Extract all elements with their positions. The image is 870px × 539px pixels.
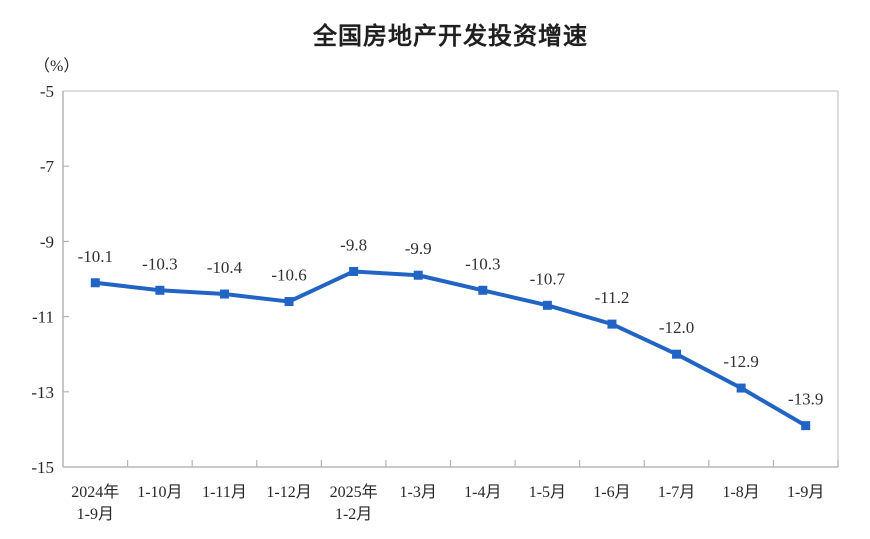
data-label: -10.4 (207, 258, 243, 277)
x-category-label: 1-11月 (202, 484, 247, 501)
data-point-marker (801, 421, 811, 431)
x-category-label: 1-8月 (722, 484, 759, 501)
chart-title: 全国房地产开发投资增速 (313, 23, 588, 50)
x-category-label: 1-5月 (529, 484, 566, 501)
data-label: -10.3 (142, 254, 177, 273)
y-axis-unit-label: （%） (34, 58, 80, 75)
x-category-label: 1-4月 (464, 484, 501, 501)
y-tick-label: -11 (32, 308, 54, 327)
data-label: -10.6 (271, 266, 306, 285)
series-line (93, 269, 808, 428)
x-category-label: 1-9月 (787, 484, 824, 501)
data-point-marker (478, 285, 488, 295)
data-point-marker (284, 297, 294, 307)
data-label: -11.2 (595, 288, 630, 307)
data-label: -10.1 (78, 247, 113, 266)
data-point-marker (672, 349, 682, 359)
data-point-marker (155, 285, 165, 295)
data-point-marker (349, 266, 359, 276)
data-point-marker (413, 270, 423, 280)
data-point-marker (90, 278, 100, 288)
x-category-label: 1-3月 (400, 484, 437, 501)
data-label: -10.3 (465, 254, 500, 273)
data-label: -12.9 (723, 352, 758, 371)
data-point-marker (607, 319, 617, 329)
x-category-label: 1-6月 (593, 484, 630, 501)
data-point-marker (736, 383, 746, 393)
data-label: -12.0 (659, 318, 694, 337)
x-category-label: 1-12月 (266, 484, 311, 501)
data-label: -10.7 (530, 269, 566, 288)
x-category-label: 1-7月 (658, 484, 695, 501)
x-category-label: 2025年 1-2月 (330, 483, 378, 523)
y-tick-label: -13 (31, 383, 54, 402)
y-tick-label: -7 (40, 157, 55, 176)
data-label: -9.8 (340, 235, 367, 254)
data-point-marker (542, 300, 552, 310)
x-category-label: 2024年 1-9月 (71, 483, 119, 523)
data-label: -9.9 (405, 239, 432, 258)
data-point-marker (219, 289, 229, 299)
y-tick-label: -5 (40, 82, 54, 101)
y-tick-label: -9 (40, 232, 54, 251)
x-category-label: 1-10月 (137, 484, 182, 501)
data-label: -13.9 (788, 390, 823, 409)
y-tick-label: -15 (31, 458, 54, 477)
